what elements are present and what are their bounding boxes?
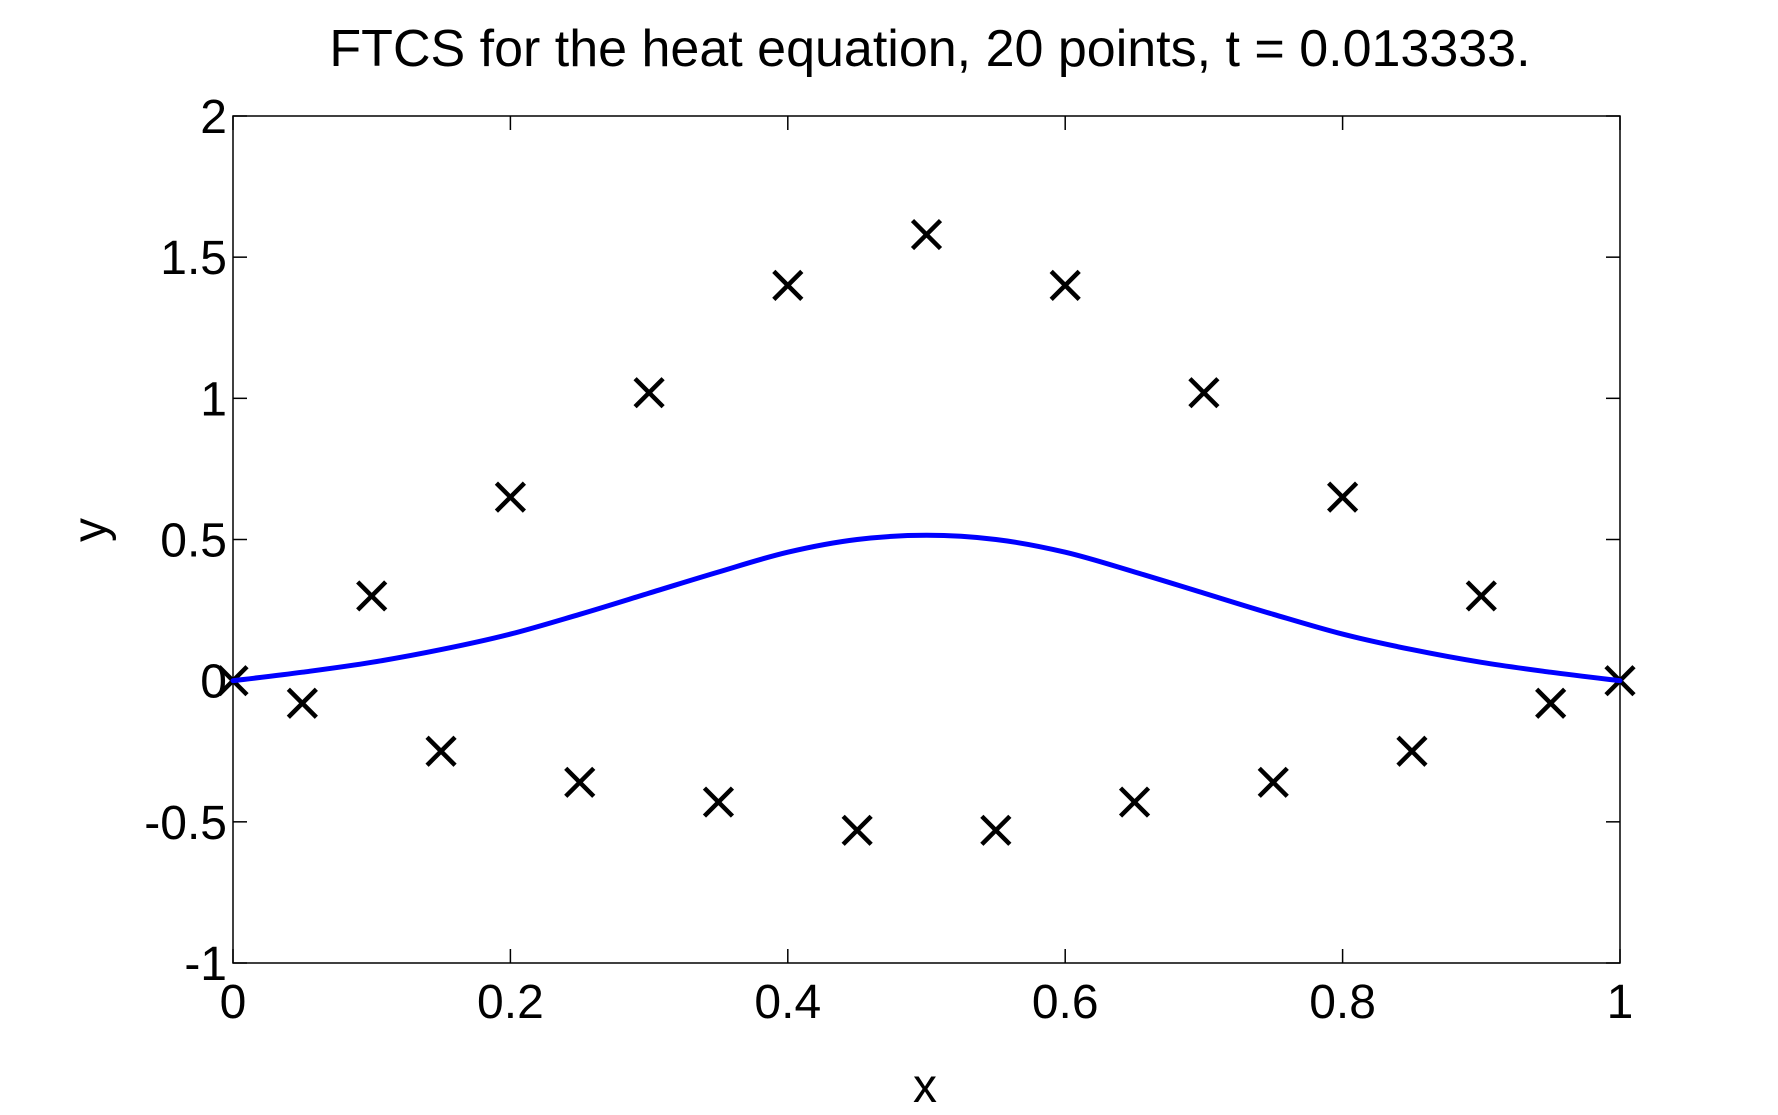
data-point-marker xyxy=(494,481,526,513)
marker-stroke xyxy=(1535,687,1567,719)
marker-stroke xyxy=(1396,735,1428,767)
chart-title: FTCS for the heat equation, 20 points, t… xyxy=(329,20,1530,78)
data-point-marker xyxy=(425,735,457,767)
marker-stroke xyxy=(494,481,526,513)
marker-stroke xyxy=(1118,786,1151,818)
marker-stroke xyxy=(1465,580,1497,612)
y-axis-label: y xyxy=(64,518,117,542)
data-point-marker xyxy=(910,218,943,251)
marker-stroke xyxy=(1049,269,1081,301)
x-tick-label: 1 xyxy=(1607,976,1634,1029)
x-axis-label: x xyxy=(913,1060,937,1110)
data-point-marker xyxy=(356,580,388,612)
x-tick-label: 0.6 xyxy=(1032,976,1099,1029)
marker-stroke xyxy=(1257,766,1289,798)
data-point-marker xyxy=(633,377,665,409)
marker-stroke xyxy=(772,269,804,301)
y-tick-label: -0.5 xyxy=(144,797,227,850)
data-point-marker xyxy=(564,766,596,798)
y-tick-label: 1 xyxy=(200,373,227,426)
marker-stroke xyxy=(633,377,665,409)
data-point-marker xyxy=(286,687,318,719)
marker-stroke xyxy=(286,687,318,719)
y-tick-label: 2 xyxy=(200,91,227,144)
y-tick-label: 1.5 xyxy=(160,232,227,285)
data-point-marker xyxy=(1396,735,1428,767)
y-tick-label: 0 xyxy=(200,656,227,709)
x-tick-label: 0.8 xyxy=(1309,976,1376,1029)
marker-stroke xyxy=(841,814,873,846)
data-point-marker xyxy=(1049,269,1081,301)
x-tick-label: 0 xyxy=(220,976,247,1029)
data-point-marker xyxy=(1535,687,1567,719)
plot-area-frame xyxy=(232,115,1621,964)
marker-stroke xyxy=(702,786,735,818)
marker-stroke xyxy=(910,218,943,251)
marker-stroke xyxy=(564,766,596,798)
data-point-marker xyxy=(841,814,873,846)
data-point-marker xyxy=(1257,766,1289,798)
data-point-marker xyxy=(1465,580,1497,612)
data-point-marker xyxy=(1188,377,1220,409)
series-line xyxy=(230,532,1623,684)
y-tick-label: 0.5 xyxy=(160,515,227,568)
data-point-marker xyxy=(772,269,804,301)
marker-stroke xyxy=(980,814,1012,846)
marker-stroke xyxy=(1327,481,1359,513)
y-tick-label: -1 xyxy=(184,938,227,991)
data-point-marker xyxy=(1118,786,1151,818)
data-point-marker xyxy=(702,786,735,818)
x-tick-label: 0.2 xyxy=(477,976,544,1029)
data-point-marker xyxy=(980,814,1012,846)
series-layer xyxy=(217,218,1636,846)
ticks-layer: 0 0.2 0.4 0.6 0.8 1 -1 -0.5 0 0.5 1 1.5 2 xyxy=(144,91,1633,1029)
data-point-marker xyxy=(1327,481,1359,513)
x-tick-label: 0.4 xyxy=(754,976,821,1029)
marker-stroke xyxy=(356,580,388,612)
marker-stroke xyxy=(1188,377,1220,409)
marker-stroke xyxy=(425,735,457,767)
